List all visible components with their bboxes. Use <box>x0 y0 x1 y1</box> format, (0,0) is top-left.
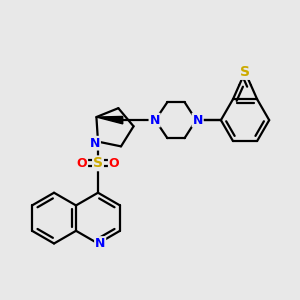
Text: N: N <box>193 114 203 127</box>
Text: N: N <box>90 137 100 150</box>
Polygon shape <box>96 116 123 124</box>
Text: O: O <box>109 157 119 170</box>
Text: N: N <box>149 114 160 127</box>
Text: N: N <box>95 237 105 250</box>
Text: O: O <box>76 157 87 170</box>
Text: S: S <box>240 65 250 79</box>
Text: S: S <box>93 156 103 170</box>
